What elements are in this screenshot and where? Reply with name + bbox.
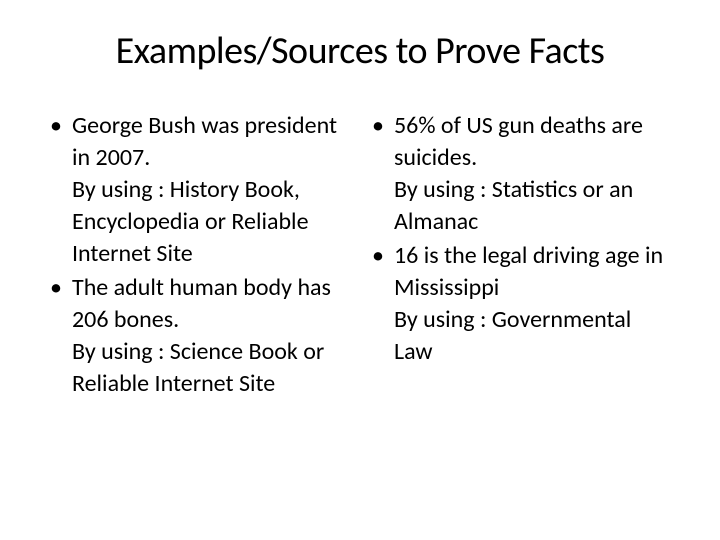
bullet-icon: • <box>48 272 72 400</box>
bullet-icon: • <box>370 110 394 238</box>
fact-text: 56% of US gun deaths are suicides. <box>394 111 643 172</box>
left-column: • George Bush was president in 2007. By … <box>48 110 350 402</box>
item-content: George Bush was president in 2007. By us… <box>72 110 350 270</box>
source-text: By using : Science Book or Reliable Inte… <box>72 336 350 400</box>
list-item: • 16 is the legal driving age in Mississ… <box>370 240 672 368</box>
bullet-icon: • <box>370 240 394 368</box>
item-content: 16 is the legal driving age in Mississip… <box>394 240 672 368</box>
list-item: • 56% of US gun deaths are suicides. By … <box>370 110 672 238</box>
fact-text: 16 is the legal driving age in Mississip… <box>394 241 663 302</box>
fact-text: The adult human body has 206 bones. <box>72 273 331 334</box>
slide-title: Examples/Sources to Prove Facts <box>48 28 672 74</box>
source-text: By using : Statistics or an Almanac <box>394 174 672 238</box>
fact-text: George Bush was president in 2007. <box>72 111 337 172</box>
list-item: • George Bush was president in 2007. By … <box>48 110 350 270</box>
list-item: • The adult human body has 206 bones. By… <box>48 272 350 400</box>
bullet-icon: • <box>48 110 72 270</box>
right-column: • 56% of US gun deaths are suicides. By … <box>370 110 672 402</box>
source-text: By using : Governmental Law <box>394 304 672 368</box>
item-content: The adult human body has 206 bones. By u… <box>72 272 350 400</box>
item-content: 56% of US gun deaths are suicides. By us… <box>394 110 672 238</box>
source-text: By using : History Book, Encyclopedia or… <box>72 174 350 270</box>
content-columns: • George Bush was president in 2007. By … <box>48 110 672 402</box>
